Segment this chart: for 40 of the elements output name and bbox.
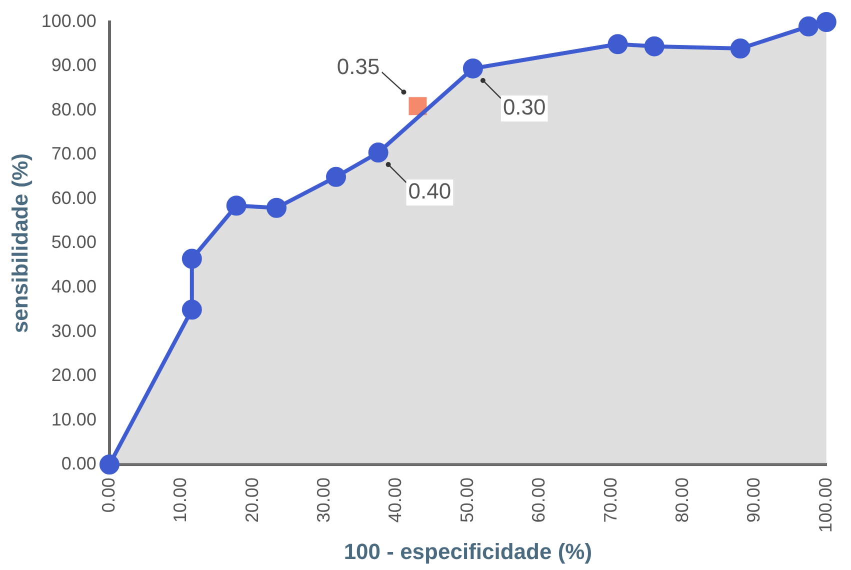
point xyxy=(462,58,483,78)
y-tick-label: 50.00 xyxy=(51,232,96,252)
y-tick-label: 0.00 xyxy=(61,454,96,474)
point xyxy=(266,198,287,218)
x-tick-label: 0.00 xyxy=(98,478,118,513)
y-tick-label: 60.00 xyxy=(51,188,96,208)
x-tick-label: 100.00 xyxy=(815,478,836,533)
point xyxy=(99,454,120,475)
point xyxy=(798,16,818,36)
annotation: 0.40 xyxy=(408,178,452,204)
x-tick-label: 60.00 xyxy=(528,478,549,523)
annotation: 0.30 xyxy=(502,94,546,120)
x-tick-label: 90.00 xyxy=(744,478,764,523)
point xyxy=(368,142,388,163)
y-tick-label: 10.00 xyxy=(51,409,96,430)
y-axis-title: sensibilidade (%) xyxy=(7,153,32,334)
x-tick-label: 20.00 xyxy=(242,478,262,523)
x-axis-title: 100 - especificidade (%) xyxy=(344,538,592,564)
x-tick-label: 50.00 xyxy=(456,478,477,523)
y-tick-label: 30.00 xyxy=(51,320,96,341)
point xyxy=(326,166,346,187)
y-tick-label: 20.00 xyxy=(51,365,96,386)
point xyxy=(816,12,836,32)
y-tick-label: 70.00 xyxy=(51,144,96,164)
point xyxy=(730,38,750,59)
point xyxy=(182,300,202,320)
y-tick-label: 40.00 xyxy=(51,276,96,296)
point xyxy=(182,248,202,269)
x-tick-label: 10.00 xyxy=(170,478,190,523)
point xyxy=(608,34,628,54)
x-tick-label: 40.00 xyxy=(385,478,406,523)
point xyxy=(644,36,664,56)
x-tick-label: 80.00 xyxy=(672,478,692,523)
y-tick-label: 80.00 xyxy=(51,99,96,120)
x-tick-label: 30.00 xyxy=(314,478,334,523)
x-tick-label: 70.00 xyxy=(600,478,620,523)
annotation: 0.35 xyxy=(336,54,380,80)
point xyxy=(226,196,246,216)
y-tick-label: 100.00 xyxy=(41,10,96,31)
y-tick-label: 90.00 xyxy=(51,55,96,76)
